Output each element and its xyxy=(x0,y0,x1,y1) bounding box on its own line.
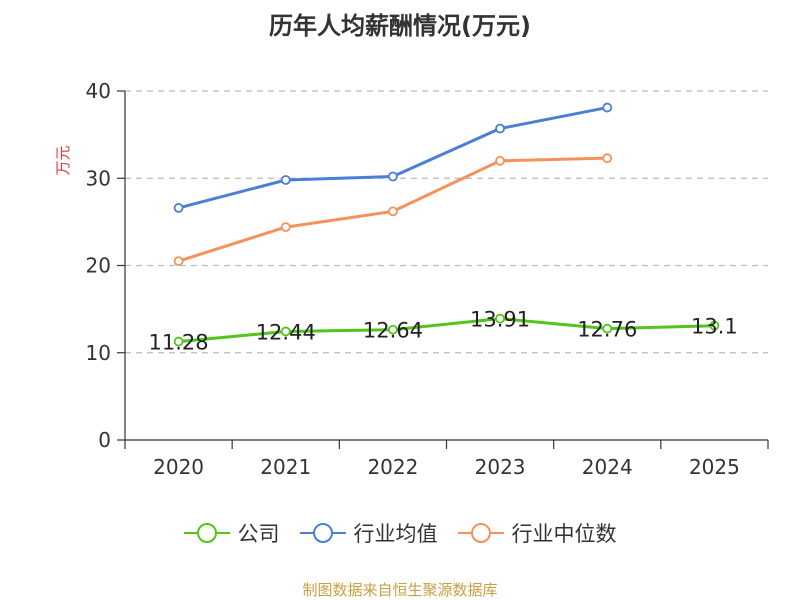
series-1-point-2022 xyxy=(388,171,398,182)
y-tick-label-40: 40 xyxy=(86,79,111,103)
series-0-point-2025 xyxy=(709,320,720,331)
legend-item-industry-median[interactable]: 行业中位数 xyxy=(457,518,617,548)
x-tick-label-2024: 2024 xyxy=(582,455,633,479)
chart-title: 历年人均薪酬情况(万元) xyxy=(269,12,531,40)
legend-label-company: 公司 xyxy=(237,522,280,546)
x-tick-label-2025: 2025 xyxy=(689,455,740,479)
legend-item-company[interactable]: 公司 xyxy=(183,518,280,548)
data-label-2025: 13.1 xyxy=(691,315,738,339)
legend-item-industry-mean[interactable]: 行业均值 xyxy=(299,518,438,548)
series-0-point-2022 xyxy=(388,324,398,335)
series-0-point-2020 xyxy=(173,336,184,347)
y-tick-label-30: 30 xyxy=(86,166,111,190)
data-label-2022: 12.64 xyxy=(363,319,423,343)
series-layer xyxy=(173,102,720,347)
legend-industry-median-icon xyxy=(457,523,504,543)
label-layer: 11.28 12.44 12.64 13.91 12.76 13.1 xyxy=(149,308,738,355)
data-label-2024: 12.76 xyxy=(577,318,637,342)
legend-label-industry-mean: 行业均值 xyxy=(353,522,438,546)
grid-layer xyxy=(125,90,768,354)
series-1-point-2023 xyxy=(495,123,505,134)
series-0-point-2024 xyxy=(602,323,613,334)
series-1-point-2021 xyxy=(280,175,291,185)
y-tick-label-10: 10 xyxy=(86,341,111,365)
legend-industry-mean-icon xyxy=(299,523,346,543)
x-tick-label-2020: 2020 xyxy=(153,455,204,479)
series-1-point-2020 xyxy=(173,203,184,213)
series-2-point-2021 xyxy=(280,222,291,233)
x-tick-label-2022: 2022 xyxy=(367,455,418,479)
y-axis-title: 万元 xyxy=(54,145,72,175)
legend-company-icon xyxy=(183,523,230,543)
x-tick-label-2023: 2023 xyxy=(475,455,526,479)
axis-layer: 0 10 20 30 40 2020 2021 2022 2023 2024 2025 万元 xyxy=(54,79,769,479)
series-0-point-2021 xyxy=(280,326,291,337)
data-label-2021: 12.44 xyxy=(256,320,316,344)
series-2-point-2024 xyxy=(602,153,613,164)
series-1-point-2024 xyxy=(602,102,613,113)
legend: 公司 行业均值 行业中位数 xyxy=(0,518,800,548)
series-0-point-2023 xyxy=(495,313,505,324)
legend-label-industry-median: 行业中位数 xyxy=(511,522,617,546)
series-2-point-2022 xyxy=(388,206,398,217)
source-note: 制图数据来自恒生聚源数据库 xyxy=(302,581,498,599)
series-line-1 xyxy=(178,106,608,210)
y-tick-label-0: 0 xyxy=(98,428,111,452)
data-label-2020: 11.28 xyxy=(149,331,209,355)
series-2-point-2023 xyxy=(495,155,505,166)
series-line-0 xyxy=(178,317,715,344)
y-tick-label-20: 20 xyxy=(86,254,111,278)
x-tick-label-2021: 2021 xyxy=(260,455,311,479)
data-label-2023: 13.91 xyxy=(470,308,530,332)
series-2-point-2020 xyxy=(173,256,184,267)
